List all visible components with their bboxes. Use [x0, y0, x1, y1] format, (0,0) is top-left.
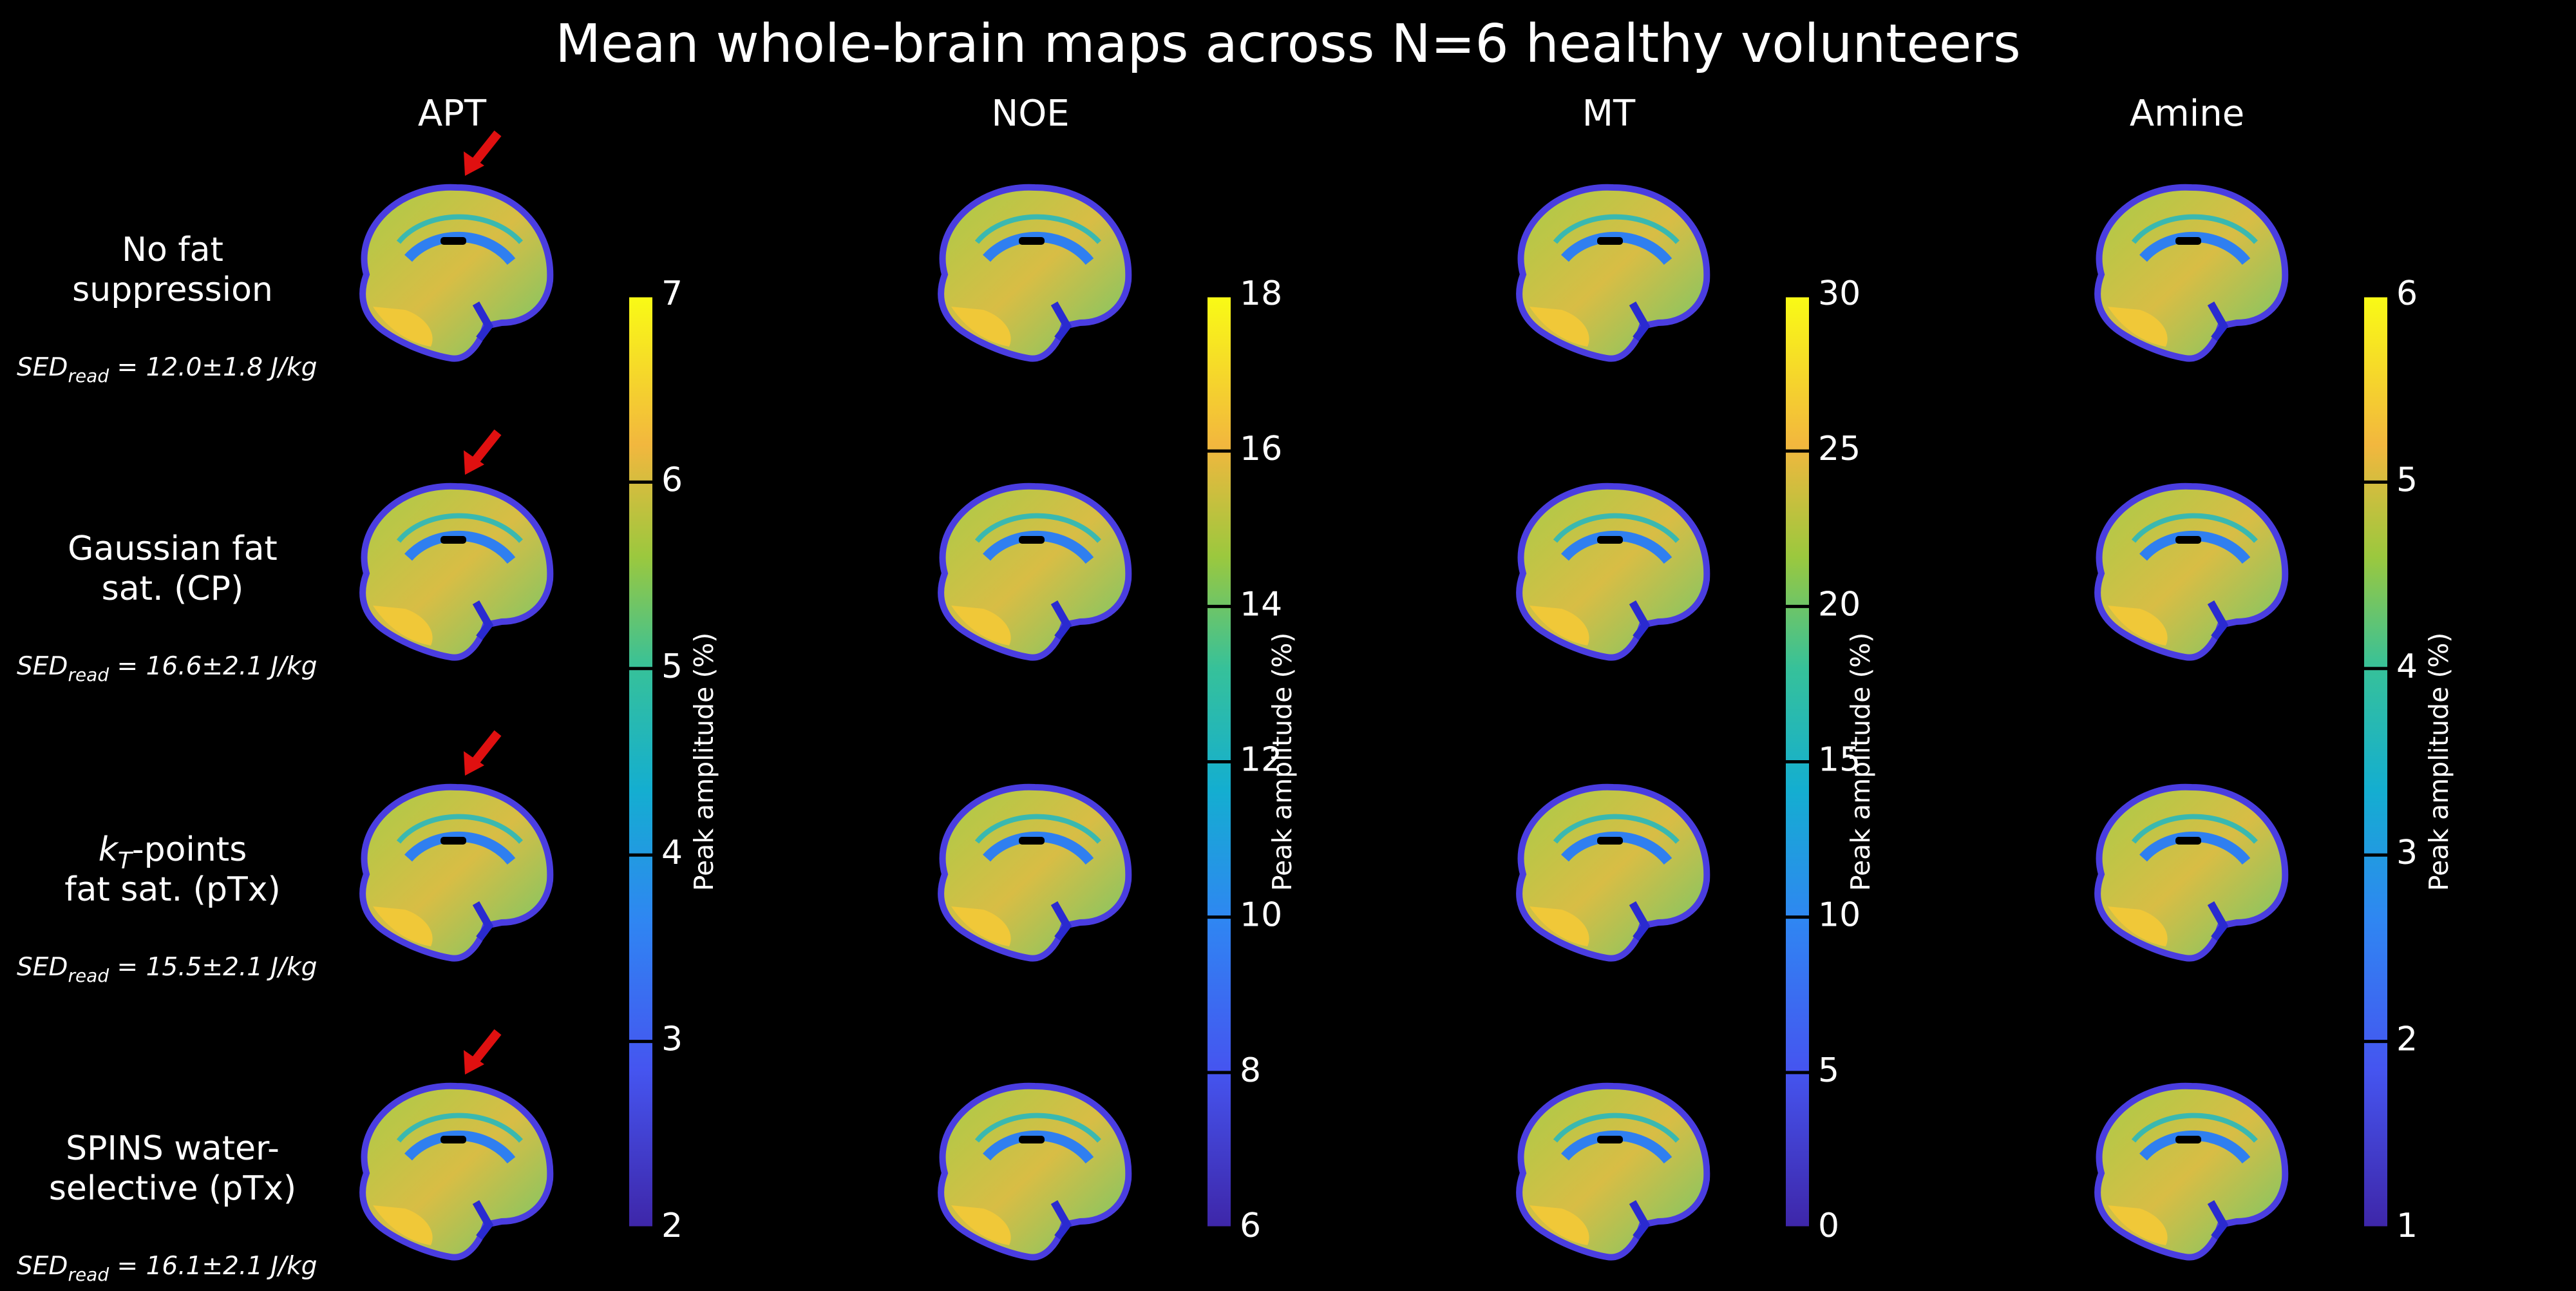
brain-map [2098, 187, 2285, 359]
colorbar-tick-label: 14 [1240, 585, 1282, 624]
arrow-shaft [471, 1029, 502, 1064]
row-label-line: suppression [72, 271, 273, 309]
brain-map [1519, 787, 1707, 959]
colorbar-tick-label: 6 [1240, 1207, 1261, 1245]
colorbar-tick-label: 10 [1240, 896, 1282, 935]
colorbar-tick-label: 4 [2396, 647, 2418, 686]
brain-map [2098, 1086, 2285, 1258]
sed-symbol: SED [17, 1252, 68, 1281]
colorbar-tick-label: 4 [661, 834, 683, 872]
colorbar-tick-label: 6 [661, 461, 683, 499]
arrow-shaft [471, 730, 502, 765]
brain-map [941, 486, 1128, 658]
sed-value: = 16.6±2.1 J/kg [109, 652, 317, 681]
row-label-line: selective (pTx) [49, 1169, 296, 1208]
row-label-line: No fat [122, 231, 223, 269]
sed-symbol: SED [17, 353, 68, 382]
colorbar-tick-label: 5 [2396, 461, 2418, 499]
brain-map [363, 787, 550, 959]
brain-map [941, 187, 1128, 359]
column-header: NOE [991, 93, 1069, 135]
column-header: Amine [2130, 93, 2244, 135]
brain-map [941, 787, 1128, 959]
sed-value: = 16.1±2.1 J/kg [109, 1252, 317, 1281]
row-label-subscript: T [118, 848, 134, 874]
brain-map [1519, 187, 1707, 359]
colorbar-tick-label: 2 [661, 1207, 683, 1245]
colorbar-tick-label: 18 [1240, 274, 1282, 313]
row-label-text: -points [132, 830, 247, 869]
brain-map [1519, 486, 1707, 658]
sed-label: SEDread = 16.6±2.1 J/kg [17, 652, 317, 685]
sed-label: SEDread = 15.5±2.1 J/kg [17, 953, 317, 986]
figure-title: Mean whole-brain maps across N=6 healthy… [555, 14, 2021, 75]
colorbar-label: Peak amplitude (%) [1845, 633, 1876, 892]
row-label-italic: k [99, 830, 119, 869]
colorbar-tick-label: 3 [661, 1020, 683, 1059]
arrow-shaft [471, 429, 502, 464]
colorbar-tick-label: 30 [1818, 274, 1861, 313]
colorbar-tick-label: 5 [1818, 1051, 1839, 1090]
arrow-head [464, 151, 484, 176]
colorbar-tick-label: 0 [1818, 1207, 1839, 1245]
sed-value: = 12.0±1.8 J/kg [109, 353, 317, 382]
colorbar-tick-label: 3 [2396, 834, 2418, 872]
sed-symbol: SED [17, 652, 68, 681]
sed-label: SEDread = 12.0±1.8 J/kg [17, 353, 317, 387]
brain-map [941, 1086, 1128, 1258]
row-label: No fat suppression [72, 231, 273, 309]
brain-map [2098, 486, 2285, 658]
arrow-head [464, 450, 484, 475]
arrow-head [464, 751, 484, 776]
row-label: Gaussian fat sat. (CP) [68, 530, 278, 608]
brain-map [1519, 1086, 1707, 1258]
colorbar-tick-label: 10 [1818, 896, 1861, 935]
sed-symbol: SED [17, 953, 68, 982]
colorbar-tick-label: 2 [2396, 1020, 2418, 1059]
colorbar [2364, 296, 2387, 1228]
row-label: SPINS water-selective (pTx) [49, 1129, 296, 1208]
row-label: kT-points fat sat. (pTx) [64, 830, 281, 909]
row-label-line: fat sat. (pTx) [64, 870, 281, 909]
sed-subscript: read [68, 365, 109, 387]
arrow-shaft [471, 130, 502, 165]
sed-value: = 15.5±2.1 J/kg [109, 953, 317, 982]
row-label-line: Gaussian fat [68, 530, 278, 568]
brain-map [363, 187, 550, 359]
colorbar-tick-label: 15 [1818, 741, 1861, 779]
colorbar-label: Peak amplitude (%) [688, 633, 719, 892]
colorbar-tick-label: 20 [1818, 585, 1861, 624]
row-label-line: sat. (CP) [102, 569, 244, 608]
colorbar-label: Peak amplitude (%) [2423, 633, 2454, 892]
colorbar-tick-label: 5 [661, 647, 683, 686]
sed-label: SEDread = 16.1±2.1 J/kg [17, 1252, 317, 1285]
colorbar [629, 296, 652, 1228]
colorbar-tick-label: 16 [1240, 430, 1282, 468]
colorbar-tick-label: 6 [2396, 274, 2418, 313]
brain-map [2098, 787, 2285, 959]
sed-subscript: read [68, 1264, 109, 1285]
colorbar-tick-label: 8 [1240, 1051, 1261, 1090]
colorbar-tick-label: 25 [1818, 430, 1861, 468]
colorbar-label: Peak amplitude (%) [1267, 633, 1298, 892]
sed-subscript: read [68, 664, 109, 685]
column-header: APT [418, 93, 487, 135]
column-header: MT [1582, 93, 1636, 135]
brain-map [363, 486, 550, 658]
sed-subscript: read [68, 965, 109, 986]
colorbar-tick-label: 12 [1240, 741, 1282, 779]
arrow-head [464, 1050, 484, 1075]
colorbar-tick-label: 1 [2396, 1207, 2418, 1245]
colorbar-tick-label: 7 [661, 274, 683, 313]
row-label-line: SPINS water- [66, 1129, 279, 1168]
brain-map [363, 1086, 550, 1258]
